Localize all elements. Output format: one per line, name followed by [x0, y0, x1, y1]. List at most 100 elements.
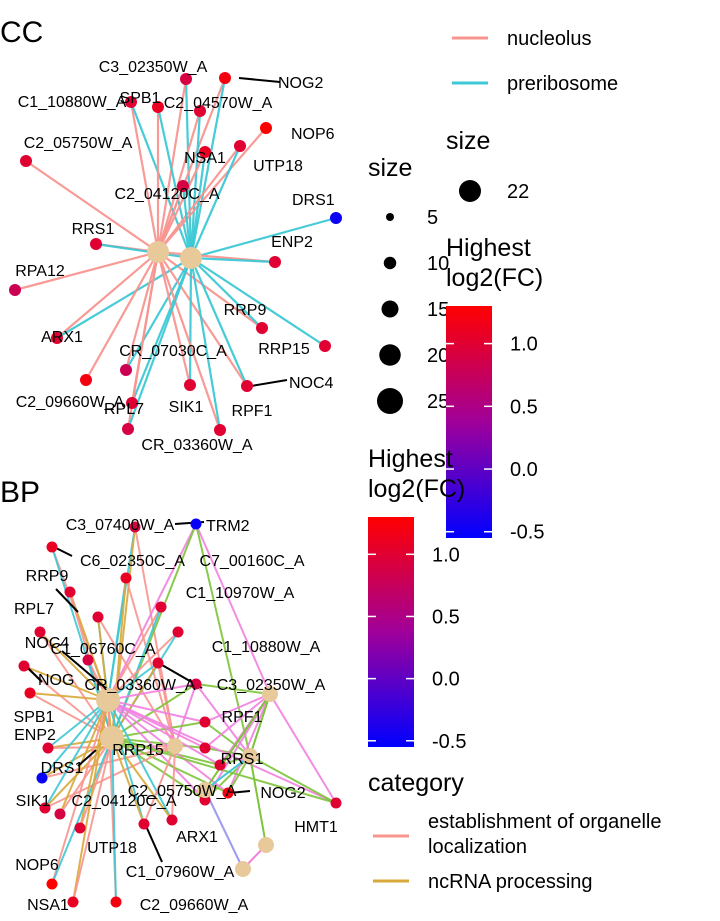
cc-gene-label-rrp9: RRP9 — [224, 302, 267, 319]
bp-hub-node-4 — [197, 782, 213, 798]
cc-gene-node-rpl7 — [126, 397, 138, 409]
cc-gene-label-rpl7: RPL7 — [104, 401, 144, 418]
bp-gene-node-utp18 — [74, 822, 86, 834]
cc-gene-label-c2-04570w-a: C2_04570W_A — [164, 95, 273, 112]
bp-gene-label-nog2: NOG2 — [260, 785, 305, 802]
cc-leader-nog2 — [238, 77, 281, 83]
cc-gene-node-nop6 — [260, 122, 272, 134]
cc-gene-label-cr-07030c-a: CR_07030C_A — [119, 343, 227, 360]
cc-gene-node-c1-10880w-a — [125, 96, 137, 108]
bp-gene-node-rrp15 — [199, 742, 211, 754]
bp-gene-node-noc4 — [34, 626, 46, 638]
cc-gene-label-nsa1: NSA1 — [184, 150, 226, 167]
cc-edge-cr-07030c-a-nucleolus — [124, 251, 160, 371]
cc-gene-label-nog2: NOG2 — [278, 75, 323, 92]
bp-edges — [23, 523, 337, 903]
bp-gene-node-rpl7 — [92, 611, 104, 623]
cc-leader-noc4 — [250, 379, 288, 387]
bp-gene-node-rpf1 — [199, 716, 211, 728]
bp-gene-node-nog — [18, 660, 30, 672]
bp-hub-link-4 — [204, 693, 271, 791]
bp-gene-node-enp2 — [42, 742, 54, 754]
bp-leader-lines — [27, 521, 251, 863]
cc-edge-nop6-nucleolus — [157, 127, 267, 253]
bp-edge-rpf1-3 — [204, 721, 251, 757]
bp-edge-hmt1-1 — [111, 737, 337, 804]
bp-gene-label-c1-07960w-a: C1_07960W_A — [126, 864, 235, 881]
bp-edge-nop6-1 — [51, 737, 113, 885]
hub-size-legend-title: size — [446, 127, 490, 155]
bp-gene-node-c2-04120c-a — [54, 808, 66, 820]
bp-gene-node-c1-07960w-a — [138, 818, 150, 830]
category-legend-title: category — [368, 769, 464, 797]
cc-edge-c3-02350w-a-nucleolus — [156, 78, 188, 253]
cc-gene-label-spb1: SPB1 — [120, 90, 161, 107]
cc-edge-rpf1-preribosome — [189, 257, 222, 431]
bp-color-legend-title-line1: Highest — [368, 445, 453, 473]
cc-gene-label-rrp15: RRP15 — [258, 341, 310, 358]
cc-edge-c1-10880w-a-nucleolus — [129, 101, 160, 253]
cc-edge-utp18-preribosome — [189, 145, 242, 259]
bp-edge-nog2-2 — [227, 693, 271, 794]
bp-edge-c3-02350w-a-2 — [195, 683, 271, 695]
bp-gene-node-drs1 — [36, 772, 48, 784]
cc-edge-utp18-nucleolus — [157, 145, 241, 253]
cc-edge-nog2-preribosome — [189, 77, 227, 259]
cc-edge-arx1-nucleolus — [56, 251, 159, 339]
bp-edge-c2-04120c-a-0 — [59, 699, 109, 815]
bp-gene-label-c1-06760c-a: C1_06760C_A — [51, 641, 156, 658]
size-key-label-10: 10 — [427, 253, 449, 275]
cc-edge-enp2-preribosome — [190, 256, 276, 264]
cc-edge-rrp9-nucleolus — [157, 251, 263, 329]
bp-gene-label-nop6: NOP6 — [15, 857, 59, 874]
cc-gene-node-c2-04570w-a — [194, 105, 206, 117]
bp-gene-label-rrp15: RRP15 — [112, 742, 164, 759]
cc-leader-lines — [238, 77, 288, 387]
bp-gene-label-c2-04120c-a: C2_04120C_A — [72, 793, 177, 810]
cc-gene-label-c2-04120c-a: C2_04120C_A — [115, 186, 220, 203]
bp-gene-label-rrs1: RRS1 — [221, 751, 264, 768]
cc-gene-node-c2-05750w-a — [20, 155, 32, 167]
bp-colorbar: 1.0 0.5 0.0 -0.5 — [368, 517, 466, 753]
bp-gene-node-nog2 — [222, 787, 234, 799]
bp-edge-trm2-0 — [107, 523, 197, 701]
bp-gene-node-c1-10970w-a — [155, 601, 167, 613]
bp-gene-label-c2-05750w-a: C2_05750W_A — [128, 783, 237, 800]
bp-hub-link-0 — [249, 693, 271, 757]
cc-color-legend-title-line1: Highest — [446, 234, 531, 262]
cc-gene-node-cr-03360w-a — [122, 423, 134, 435]
bp-gene-node-c3-07400w-a — [129, 521, 141, 533]
bp-hub-node-2 — [262, 686, 278, 702]
cc-gene-node-rrp9 — [256, 322, 268, 334]
bp-gene-node-spb1 — [24, 687, 36, 699]
size-key-25 — [377, 388, 403, 414]
bp-edge-rrp15-2 — [204, 693, 271, 749]
size-legend-keys: 5 10 15 20 25 — [377, 207, 449, 414]
bp-edge-arx1-0 — [107, 699, 173, 821]
bp-gene-node-trm2 — [190, 518, 202, 530]
bp-edge-trm2-2 — [195, 523, 271, 695]
size-key-label-15: 15 — [427, 299, 449, 321]
bp-gene-label-nog: NOG — [38, 672, 74, 689]
cc-edge-drs1-preribosome — [190, 216, 337, 260]
size-key-label-25: 25 — [427, 391, 449, 413]
cc-legend: nucleolus preribosome size 22 size 5 10 15… — [368, 28, 618, 544]
bp-edge-hmt1-3 — [249, 755, 337, 804]
bp-network-panel: BP C3_07400W_A TRM2 C6_02350C_A C7_00160C_A… — [0, 476, 342, 914]
bp-colorbar-label-0: 1.0 — [432, 544, 460, 566]
bp-edge-enp2-0 — [47, 699, 109, 749]
cc-gene-label-drs1: DRS1 — [292, 192, 335, 209]
cc-edge-spb1-preribosome — [156, 106, 193, 259]
hub-size-key — [459, 180, 481, 202]
cc-gene-label-c3-02350w-a: C3_02350W_A — [99, 59, 208, 76]
bp-edge-hmt1-0 — [107, 699, 337, 804]
bp-edge-rrs1-0 — [107, 699, 221, 766]
cc-panel-title: CC — [0, 16, 43, 49]
cc-gene-node-rpf1 — [214, 424, 226, 436]
cc-edge-rrp15-preribosome — [190, 257, 326, 347]
bp-gene-node-rrs1 — [214, 759, 226, 771]
bp-leader-noc4 — [61, 650, 109, 691]
cc-color-legend-title-line2: log2(FC) — [446, 264, 543, 292]
cc-edges — [14, 77, 337, 431]
